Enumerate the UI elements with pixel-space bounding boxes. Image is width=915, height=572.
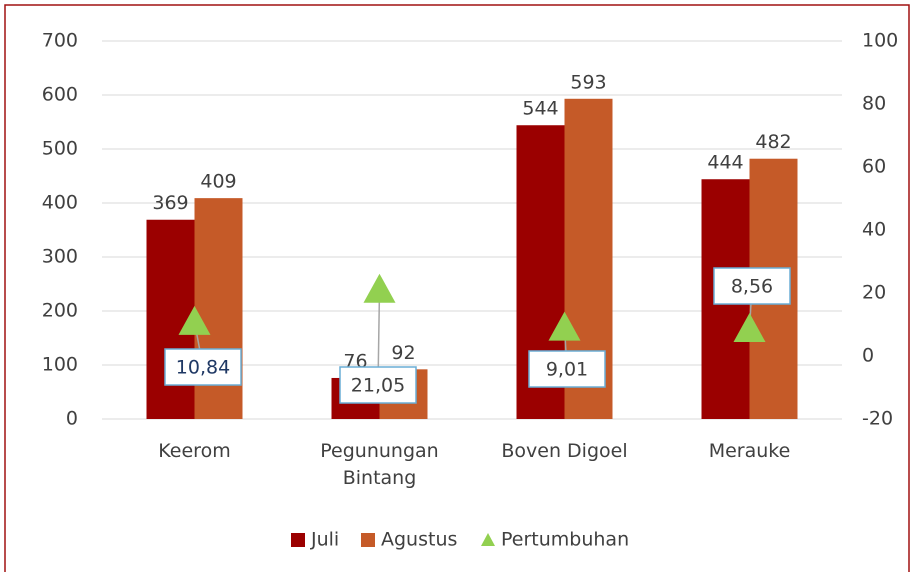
y-tick-label: 700 <box>42 30 78 52</box>
x-tick-label: Pegunungan Bintang <box>320 440 439 489</box>
data-label: 369 <box>152 192 188 214</box>
data-label: 9,01 <box>546 359 588 381</box>
data-label: 21,05 <box>351 375 405 397</box>
y-tick-label: 100 <box>42 354 78 376</box>
y-tick-label: 300 <box>42 246 78 268</box>
x-tick-label: Keerom <box>158 440 231 462</box>
y-tick-label: 500 <box>42 138 78 160</box>
y2-tick-label: 60 <box>862 156 886 178</box>
legend-swatch <box>291 533 305 547</box>
bar <box>194 198 243 419</box>
label-box <box>528 350 606 388</box>
legend-swatch <box>481 533 495 546</box>
data-label: 444 <box>707 152 743 174</box>
data-label: 593 <box>570 71 606 93</box>
label-box <box>164 348 242 386</box>
data-label: 544 <box>522 98 558 120</box>
marker <box>178 305 211 335</box>
y2-tick-label: 0 <box>862 345 874 367</box>
label-box <box>713 267 791 305</box>
y2-tick-label: 100 <box>862 30 898 52</box>
y2-tick-label: 20 <box>862 282 886 304</box>
legend-swatch <box>361 533 375 547</box>
label-box <box>339 366 417 404</box>
chart-border <box>4 4 910 572</box>
bar <box>146 219 195 419</box>
marker <box>548 311 581 341</box>
y2-tick-label: 80 <box>862 93 886 115</box>
legend-label: Pertumbuhan <box>501 529 629 551</box>
x-tick-label: Merauke <box>708 440 791 462</box>
data-label: 409 <box>200 171 236 193</box>
marker <box>363 273 396 303</box>
y-tick-label: 400 <box>42 192 78 214</box>
y-tick-label: 0 <box>66 408 78 430</box>
data-label: 92 <box>391 342 415 364</box>
marker <box>733 313 766 343</box>
y-tick-label: 600 <box>42 84 78 106</box>
y2-tick-label: 40 <box>862 219 886 241</box>
data-label: 8,56 <box>731 276 773 298</box>
y2-tick-label: -20 <box>862 408 893 430</box>
legend-label: Juli <box>310 529 339 551</box>
x-tick-label: Boven Digoel <box>501 440 628 462</box>
y-tick-label: 200 <box>42 300 78 322</box>
data-label: 482 <box>755 131 791 153</box>
legend-label: Agustus <box>381 529 457 551</box>
data-label: 10,84 <box>176 357 230 379</box>
